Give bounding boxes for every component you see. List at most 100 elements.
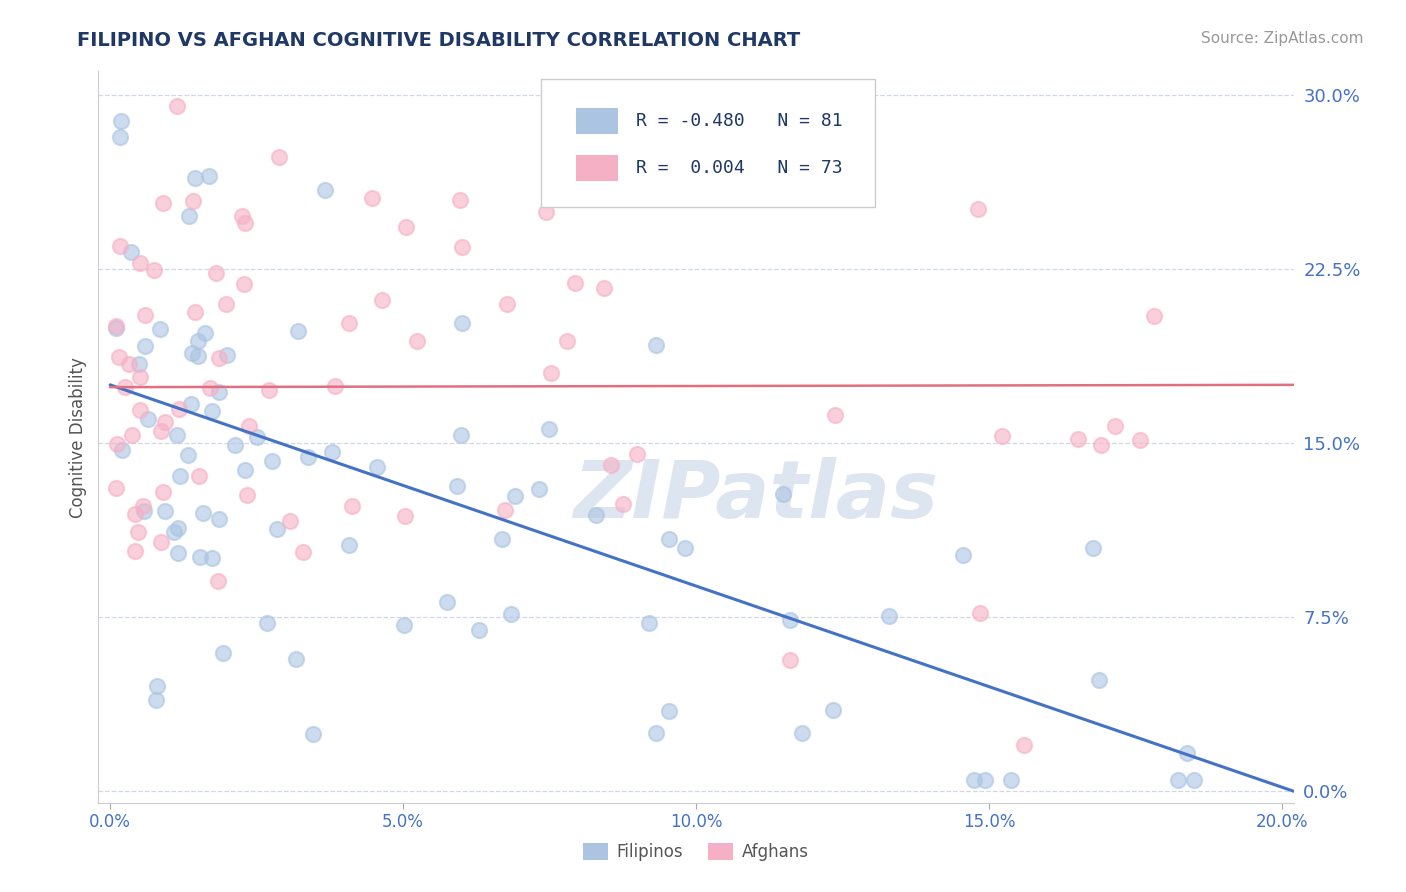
Point xyxy=(658,532,681,546)
Point xyxy=(1083,541,1105,555)
Point xyxy=(212,646,235,660)
Point xyxy=(626,447,648,461)
Y-axis label: Cognitive Disability: Cognitive Disability xyxy=(69,357,87,517)
Point xyxy=(208,385,231,400)
Point xyxy=(297,450,319,464)
Point xyxy=(645,337,668,351)
Point xyxy=(180,346,202,360)
Point xyxy=(494,503,516,517)
Point xyxy=(451,316,474,330)
Point xyxy=(152,484,174,499)
Point xyxy=(1090,438,1112,452)
Point xyxy=(394,219,416,234)
Point xyxy=(991,429,1014,443)
Point xyxy=(146,679,169,693)
Point xyxy=(166,427,188,442)
Point xyxy=(450,239,472,253)
Point xyxy=(1167,772,1189,787)
Point xyxy=(169,468,191,483)
Point xyxy=(198,169,221,184)
Point xyxy=(555,334,578,348)
Point xyxy=(129,256,152,270)
Point xyxy=(287,325,309,339)
Point xyxy=(152,196,174,211)
Point xyxy=(779,652,801,666)
Point xyxy=(314,184,336,198)
Point xyxy=(392,617,415,632)
Point xyxy=(167,401,190,416)
Point xyxy=(1000,772,1022,787)
Point xyxy=(638,616,661,631)
Point xyxy=(564,276,586,290)
Point xyxy=(366,459,388,474)
Point xyxy=(184,305,207,319)
Point xyxy=(340,499,363,513)
Point xyxy=(143,262,166,277)
Point xyxy=(134,339,156,353)
Point xyxy=(233,216,256,230)
Point xyxy=(302,727,325,741)
Point xyxy=(257,383,280,397)
Point xyxy=(538,422,561,436)
Point xyxy=(132,504,155,518)
Point xyxy=(772,487,794,501)
Point xyxy=(224,438,246,452)
Point xyxy=(181,194,204,208)
Point xyxy=(499,607,522,621)
Point xyxy=(877,609,900,624)
Point xyxy=(149,535,172,549)
Point xyxy=(612,497,634,511)
Point xyxy=(187,334,209,348)
Point xyxy=(266,522,288,536)
Point xyxy=(406,334,429,349)
Point xyxy=(658,704,681,718)
Point xyxy=(291,545,314,559)
Point xyxy=(177,209,200,223)
Text: FILIPINO VS AFGHAN COGNITIVE DISABILITY CORRELATION CHART: FILIPINO VS AFGHAN COGNITIVE DISABILITY … xyxy=(77,31,800,50)
Point xyxy=(200,381,222,395)
Point xyxy=(132,500,155,514)
Point xyxy=(120,245,142,260)
Point xyxy=(149,424,172,438)
Point xyxy=(183,171,205,186)
Point xyxy=(111,442,134,457)
Point xyxy=(207,512,229,526)
Point xyxy=(167,521,190,535)
Point xyxy=(1088,673,1111,687)
Text: ZIPatlas: ZIPatlas xyxy=(574,457,938,534)
Point xyxy=(166,99,188,113)
Point xyxy=(233,463,256,477)
Point xyxy=(337,538,360,552)
Point xyxy=(105,321,128,335)
Point xyxy=(790,726,813,740)
Point xyxy=(167,546,190,560)
Point xyxy=(145,693,167,707)
Point xyxy=(215,296,238,310)
Point xyxy=(187,349,209,363)
Point xyxy=(127,524,149,539)
Point xyxy=(231,209,253,223)
Point xyxy=(180,397,202,411)
Point xyxy=(337,316,360,330)
Text: R =  0.004   N = 73: R = 0.004 N = 73 xyxy=(637,159,842,177)
Point xyxy=(505,489,527,503)
Point xyxy=(534,205,557,219)
Point xyxy=(1184,772,1206,787)
Point xyxy=(1067,433,1090,447)
Point xyxy=(138,412,160,426)
Point xyxy=(124,544,146,558)
Point xyxy=(215,348,238,362)
Point xyxy=(496,297,519,311)
Point xyxy=(321,445,343,459)
Point xyxy=(645,726,668,740)
Point xyxy=(208,351,231,366)
Point xyxy=(128,357,150,371)
Point xyxy=(673,541,696,555)
Point xyxy=(966,202,988,216)
Point xyxy=(134,308,156,322)
Point xyxy=(105,437,128,451)
Point xyxy=(194,326,217,340)
Point xyxy=(177,448,200,462)
Point xyxy=(114,379,136,393)
Point xyxy=(267,150,290,164)
